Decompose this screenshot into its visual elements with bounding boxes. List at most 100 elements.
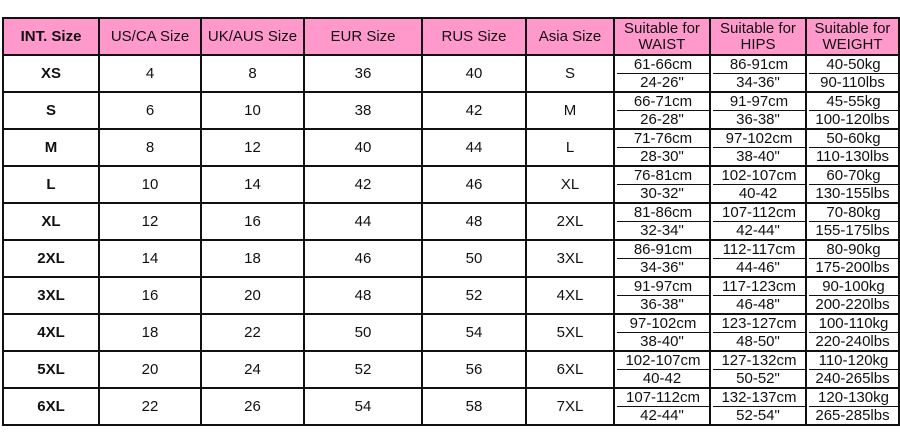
cell-hips-metric: 86-91cm	[713, 56, 805, 74]
cell-eur: 44	[303, 202, 423, 241]
cell-weight-metric: 120-130kg	[809, 389, 898, 407]
cell-waist-metric: 76-81cm	[617, 167, 709, 185]
header-waist: Suitable for WAIST	[613, 17, 711, 56]
cell-hips-metric: 127-132cm	[713, 352, 805, 370]
cell-asia: 5XL	[525, 313, 615, 352]
cell-int: 5XL	[2, 350, 100, 389]
cell-hips: 112-117cm 44-46"	[709, 239, 807, 278]
cell-weight-imperial: 240-265lbs	[815, 370, 890, 387]
cell-asia: 7XL	[525, 387, 615, 426]
cell-hips: 86-91cm 34-36"	[709, 54, 807, 93]
cell-waist-imperial: 26-28"	[640, 111, 684, 128]
cell-weight-imperial: 155-175lbs	[815, 222, 890, 239]
cell-hips: 123-127cm 48-50"	[709, 313, 807, 352]
cell-eur: 46	[303, 239, 423, 278]
cell-eur: 42	[303, 165, 423, 204]
cell-waist: 107-112cm 42-44"	[613, 387, 711, 426]
cell-uk: 10	[200, 91, 305, 130]
header-int-size: INT. Size	[2, 17, 100, 56]
cell-int: 3XL	[2, 276, 100, 315]
cell-waist-imperial: 32-34"	[640, 222, 684, 239]
cell-weight-imperial: 100-120lbs	[815, 111, 890, 128]
cell-asia: 2XL	[525, 202, 615, 241]
cell-rus: 50	[421, 239, 527, 278]
cell-us: 14	[98, 239, 202, 278]
cell-waist: 61-66cm 24-26"	[613, 54, 711, 93]
cell-int: S	[2, 91, 100, 130]
cell-waist: 86-91cm 34-36"	[613, 239, 711, 278]
header-hips-line1: Suitable for	[720, 19, 796, 37]
cell-rus: 42	[421, 91, 527, 130]
cell-hips-imperial: 52-54"	[736, 407, 780, 424]
cell-int: 6XL	[2, 387, 100, 426]
cell-weight-imperial: 130-155lbs	[815, 185, 890, 202]
cell-rus: 58	[421, 387, 527, 426]
cell-eur: 48	[303, 276, 423, 315]
cell-hips: 91-97cm 36-38"	[709, 91, 807, 130]
cell-hips-metric: 91-97cm	[713, 93, 805, 111]
table-row: 4XL 18 22 50 54 5XL 97-102cm 38-40" 123-127cm 48-…	[2, 313, 900, 352]
cell-int: M	[2, 128, 100, 167]
cell-int: 4XL	[2, 313, 100, 352]
cell-waist: 76-81cm 30-32"	[613, 165, 711, 204]
cell-hips: 97-102cm 38-40"	[709, 128, 807, 167]
cell-hips-metric: 97-102cm	[713, 130, 805, 148]
table-row: XL 12 16 44 48 2XL 81-86cm 32-34" 107-112cm 42-44…	[2, 202, 900, 241]
cell-hips-imperial: 50-52"	[736, 370, 780, 387]
table-row: S 6 10 38 42 M 66-71cm 26-28" 91-97cm 36-38" 45-55…	[2, 91, 900, 130]
cell-waist: 66-71cm 26-28"	[613, 91, 711, 130]
header-us-size: US/CA Size	[98, 17, 202, 56]
cell-waist-metric: 61-66cm	[617, 56, 709, 74]
cell-hips-imperial: 42-44"	[736, 222, 780, 239]
cell-us: 16	[98, 276, 202, 315]
cell-us: 18	[98, 313, 202, 352]
cell-rus: 46	[421, 165, 527, 204]
cell-waist-imperial: 42-44"	[640, 407, 684, 424]
cell-waist-imperial: 36-38"	[640, 296, 684, 313]
cell-waist-imperial: 40-42	[642, 370, 682, 387]
header-row: INT. Size US/CA Size UK/AUS Size EUR Siz…	[2, 17, 900, 56]
cell-hips-imperial: 44-46"	[736, 259, 780, 276]
cell-eur: 50	[303, 313, 423, 352]
cell-us: 10	[98, 165, 202, 204]
cell-waist-metric: 97-102cm	[617, 315, 709, 333]
cell-uk: 16	[200, 202, 305, 241]
table-row: 2XL 14 18 46 50 3XL 86-91cm 34-36" 112-117cm 44-4…	[2, 239, 900, 278]
cell-uk: 20	[200, 276, 305, 315]
cell-weight-imperial: 90-110lbs	[820, 74, 885, 91]
header-rus-size: RUS Size	[421, 17, 527, 56]
cell-rus: 40	[421, 54, 527, 93]
cell-waist-imperial: 38-40"	[640, 333, 684, 350]
cell-rus: 48	[421, 202, 527, 241]
cell-us: 12	[98, 202, 202, 241]
cell-weight-metric: 60-70kg	[809, 167, 898, 185]
cell-weight-metric: 70-80kg	[809, 204, 898, 222]
cell-hips-metric: 112-117cm	[713, 241, 805, 259]
cell-waist: 102-107cm 40-42	[613, 350, 711, 389]
cell-uk: 12	[200, 128, 305, 167]
cell-waist: 81-86cm 32-34"	[613, 202, 711, 241]
cell-weight: 90-100kg 200-220lbs	[805, 276, 900, 315]
cell-waist-metric: 71-76cm	[617, 130, 709, 148]
cell-eur: 38	[303, 91, 423, 130]
cell-weight: 40-50kg 90-110lbs	[805, 54, 900, 93]
cell-weight-metric: 90-100kg	[809, 278, 898, 296]
cell-asia: 6XL	[525, 350, 615, 389]
cell-eur: 52	[303, 350, 423, 389]
cell-waist-metric: 86-91cm	[617, 241, 709, 259]
cell-asia: XL	[525, 165, 615, 204]
header-hips: Suitable for HIPS	[709, 17, 807, 56]
cell-weight-metric: 110-120kg	[809, 352, 898, 370]
cell-hips-imperial: 48-50"	[736, 333, 780, 350]
cell-us: 22	[98, 387, 202, 426]
cell-int: XL	[2, 202, 100, 241]
cell-weight-imperial: 175-200lbs	[815, 259, 890, 276]
cell-waist-metric: 91-97cm	[617, 278, 709, 296]
table-row: M 8 12 40 44 L 71-76cm 28-30" 97-102cm 38-40" 50-6…	[2, 128, 900, 167]
cell-weight: 110-120kg 240-265lbs	[805, 350, 900, 389]
cell-asia: 3XL	[525, 239, 615, 278]
cell-hips-metric: 107-112cm	[713, 204, 805, 222]
cell-weight: 45-55kg 100-120lbs	[805, 91, 900, 130]
cell-rus: 54	[421, 313, 527, 352]
cell-uk: 22	[200, 313, 305, 352]
